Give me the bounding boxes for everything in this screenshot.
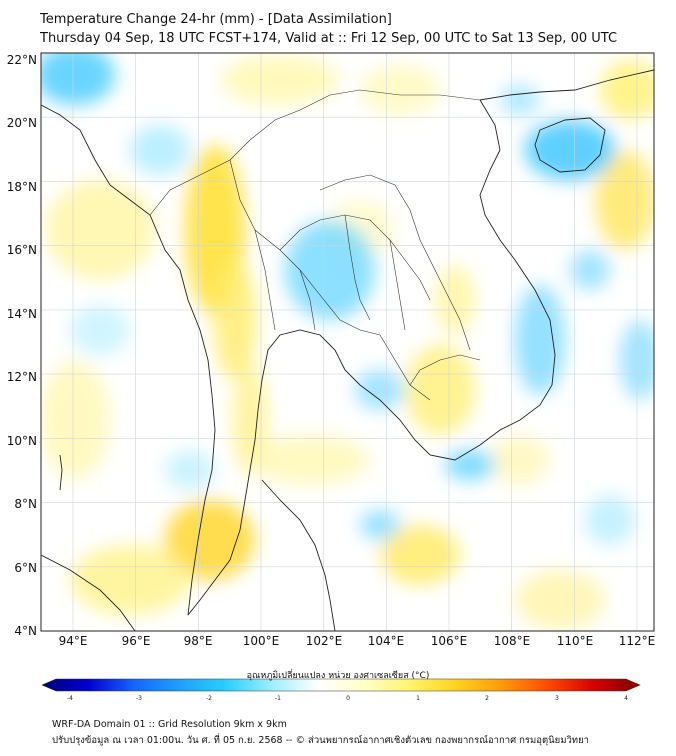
lon-label: 108°E [494,634,531,648]
colorbar-tick: 4 [624,695,628,702]
colorbar-bar [41,678,641,692]
lon-label: 104°E [368,634,405,648]
lat-label: 12°N [7,370,37,384]
chart-title: Temperature Change 24-hr (mm) - [Data As… [40,12,392,27]
colorbar-tick: -3 [136,695,142,702]
colorbar-tick: 1 [416,695,420,702]
footer-credit: ปรับปรุงข้อมูล ณ เวลา 01:00น. วัน ศ. ที่… [52,735,589,746]
lon-label: 100°E [243,634,280,648]
lon-label: 96°E [122,634,151,648]
colorbar: -4 -3 -2 -1 0 1 2 3 4 [41,678,641,702]
lon-label: 102°E [306,634,343,648]
lat-label: 20°N [7,116,37,130]
chart-subtitle: Thursday 04 Sep, 18 UTC FCST+174, Valid … [40,31,618,46]
colorbar-tick: -2 [206,695,212,702]
colorbar-tick: -1 [275,695,281,702]
lat-label: 8°N [14,497,37,511]
lon-label: 94°E [59,634,88,648]
coastlines [41,69,654,631]
lon-label: 106°E [431,634,468,648]
colorbar-tick: 0 [346,695,350,702]
colorbar-tick: 2 [485,695,489,702]
lat-label: 6°N [14,561,37,575]
lon-label: 112°E [619,634,656,648]
colorbar-label: อุณหภูมิเปลี่ยนแปลง หน่วย องศาเซลเซียส (… [246,671,430,681]
map-frame [40,52,655,632]
lat-label: 14°N [7,307,37,321]
footer-model-info: WRF-DA Domain 01 :: Grid Resolution 9km … [52,719,287,730]
graticule [41,53,654,631]
lat-label: 4°N [14,624,37,638]
borders [149,89,481,401]
lon-label: 98°E [184,634,213,648]
lat-label: 10°N [7,434,37,448]
temperature-field [41,53,654,631]
lat-label: 22°N [7,53,37,67]
colorbar-tick: -4 [67,695,73,702]
lat-label: 18°N [7,180,37,194]
colorbar-tick: 3 [555,695,559,702]
lat-label: 16°N [7,243,37,257]
lon-label: 110°E [557,634,594,648]
